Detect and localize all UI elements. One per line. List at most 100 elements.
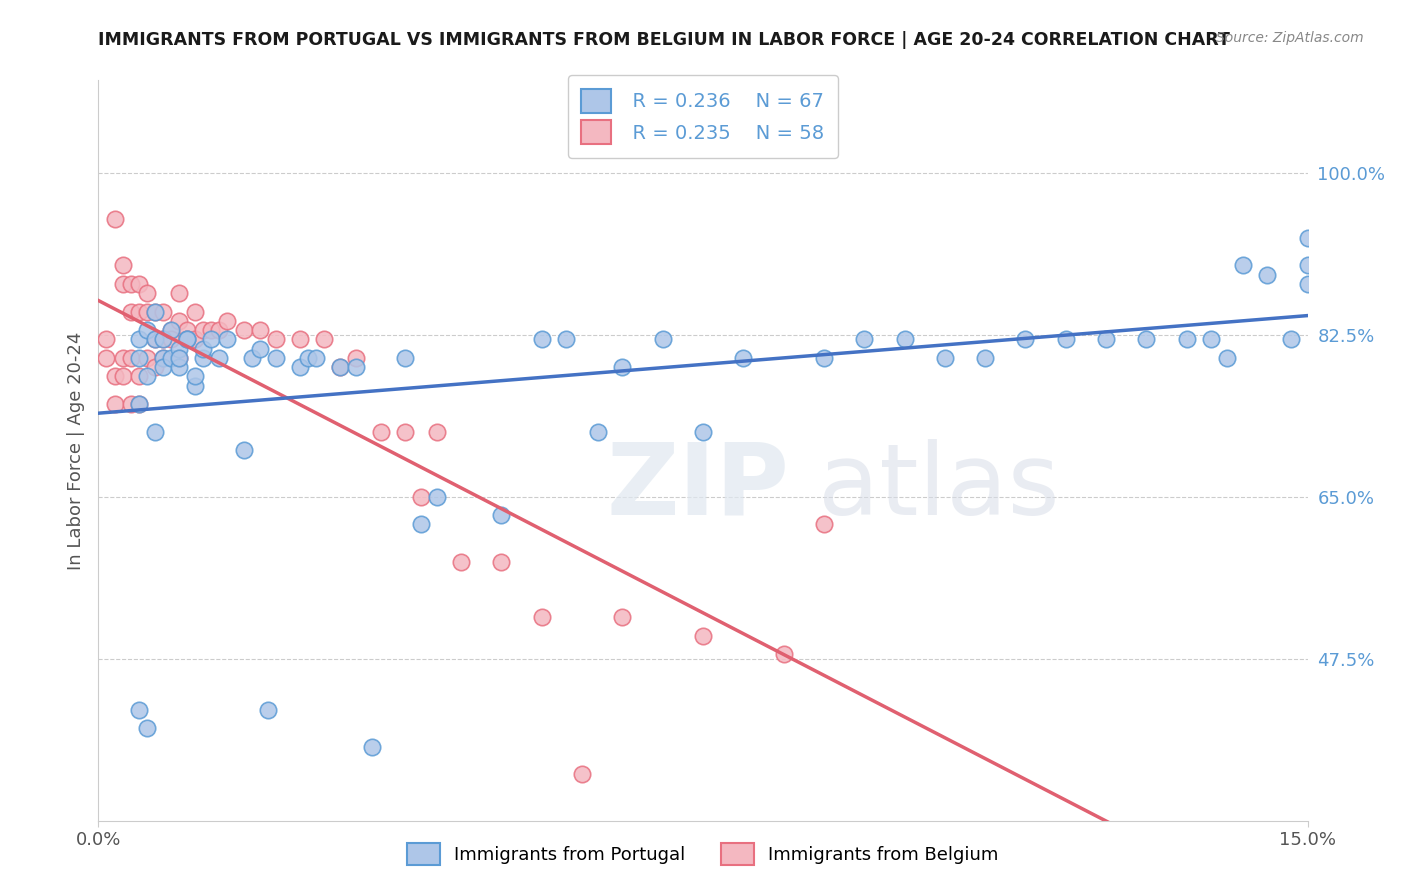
Legend: Immigrants from Portugal, Immigrants from Belgium: Immigrants from Portugal, Immigrants fro… xyxy=(398,834,1008,874)
Point xyxy=(176,332,198,346)
Point xyxy=(344,351,367,365)
Point xyxy=(143,425,166,439)
Point xyxy=(135,351,157,365)
Point xyxy=(103,397,125,411)
Point xyxy=(288,332,311,346)
Point xyxy=(176,332,198,346)
Point xyxy=(394,425,416,439)
Point xyxy=(426,425,449,439)
Point xyxy=(530,332,553,346)
Text: ZIP: ZIP xyxy=(606,439,789,536)
Point xyxy=(200,332,222,346)
Point xyxy=(288,360,311,375)
Point xyxy=(305,351,328,365)
Point xyxy=(329,360,352,375)
Point xyxy=(152,332,174,346)
Point xyxy=(612,360,634,375)
Point xyxy=(111,258,134,272)
Point xyxy=(167,360,190,375)
Point xyxy=(128,277,150,291)
Point xyxy=(193,342,215,356)
Point xyxy=(329,360,352,375)
Point xyxy=(264,332,287,346)
Point xyxy=(249,342,271,356)
Point xyxy=(1256,268,1278,282)
Point xyxy=(135,323,157,337)
Point xyxy=(111,277,134,291)
Point xyxy=(152,304,174,318)
Point xyxy=(167,351,190,365)
Point xyxy=(184,369,207,384)
Point xyxy=(184,378,207,392)
Point xyxy=(128,369,150,384)
Point xyxy=(491,508,513,523)
Point xyxy=(152,332,174,346)
Point xyxy=(160,332,183,346)
Point xyxy=(143,304,166,318)
Point xyxy=(128,703,150,717)
Point xyxy=(167,314,190,328)
Point xyxy=(555,332,578,346)
Point xyxy=(167,342,190,356)
Point xyxy=(361,739,384,754)
Point xyxy=(143,332,166,346)
Point xyxy=(1296,230,1319,244)
Point xyxy=(135,369,157,384)
Point xyxy=(1175,332,1198,346)
Point xyxy=(692,628,714,642)
Point xyxy=(160,351,183,365)
Point xyxy=(176,323,198,337)
Point xyxy=(409,490,432,504)
Point xyxy=(264,351,287,365)
Point xyxy=(152,351,174,365)
Point xyxy=(120,397,142,411)
Point xyxy=(256,703,278,717)
Point xyxy=(128,351,150,365)
Point xyxy=(1135,332,1157,346)
Point xyxy=(135,286,157,301)
Point xyxy=(217,332,239,346)
Point xyxy=(128,304,150,318)
Point xyxy=(111,369,134,384)
Point xyxy=(974,351,997,365)
Point xyxy=(1296,258,1319,272)
Point xyxy=(344,360,367,375)
Point xyxy=(297,351,319,365)
Point xyxy=(232,323,254,337)
Point xyxy=(184,332,207,346)
Point xyxy=(120,304,142,318)
Point xyxy=(111,351,134,365)
Point xyxy=(232,443,254,458)
Point xyxy=(530,610,553,624)
Text: atlas: atlas xyxy=(818,439,1060,536)
Point xyxy=(586,425,609,439)
Point xyxy=(1232,258,1254,272)
Point xyxy=(128,397,150,411)
Point xyxy=(152,360,174,375)
Point xyxy=(240,351,263,365)
Point xyxy=(128,397,150,411)
Point xyxy=(651,332,673,346)
Point xyxy=(208,323,231,337)
Point xyxy=(314,332,336,346)
Point xyxy=(193,323,215,337)
Point xyxy=(135,721,157,735)
Point xyxy=(143,360,166,375)
Point xyxy=(692,425,714,439)
Text: IMMIGRANTS FROM PORTUGAL VS IMMIGRANTS FROM BELGIUM IN LABOR FORCE | AGE 20-24 C: IMMIGRANTS FROM PORTUGAL VS IMMIGRANTS F… xyxy=(98,31,1230,49)
Y-axis label: In Labor Force | Age 20-24: In Labor Force | Age 20-24 xyxy=(66,331,84,570)
Point xyxy=(135,304,157,318)
Point xyxy=(249,323,271,337)
Point xyxy=(1199,332,1222,346)
Point xyxy=(143,332,166,346)
Point xyxy=(853,332,876,346)
Point xyxy=(491,555,513,569)
Point xyxy=(426,490,449,504)
Point xyxy=(176,332,198,346)
Point xyxy=(200,323,222,337)
Point xyxy=(96,332,118,346)
Point xyxy=(571,767,593,781)
Point xyxy=(128,332,150,346)
Point xyxy=(208,351,231,365)
Point xyxy=(217,314,239,328)
